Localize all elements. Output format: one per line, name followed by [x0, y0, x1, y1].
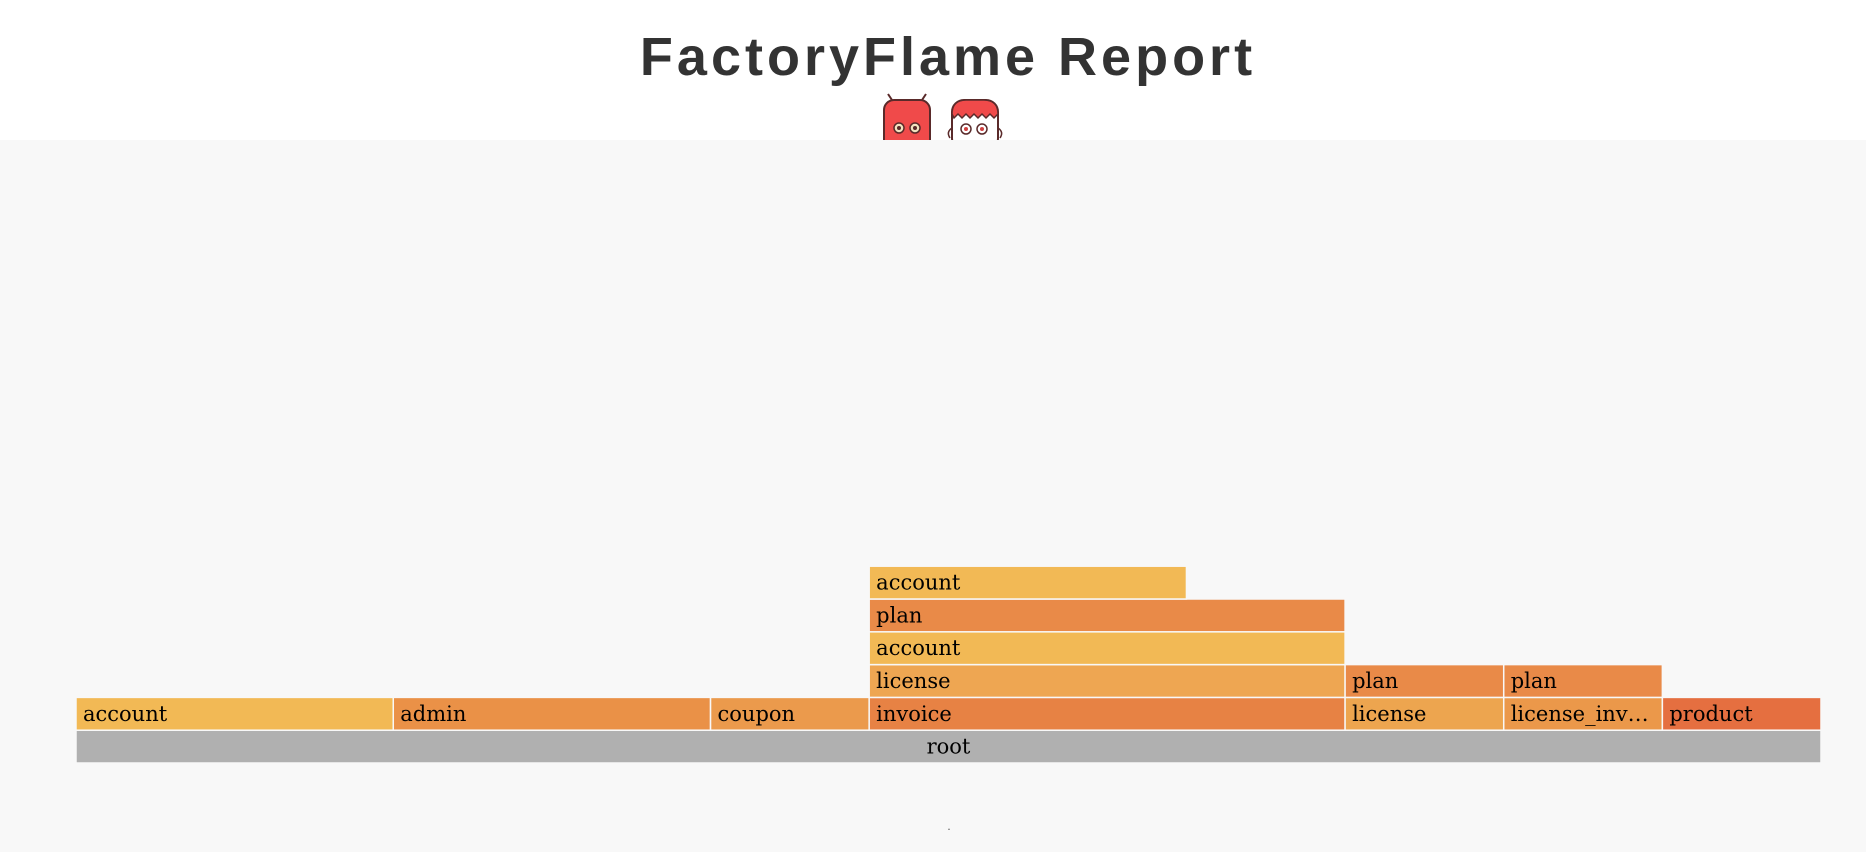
robot-mascot-icon: [883, 93, 931, 140]
frame-license-d1[interactable]: license: [1344, 696, 1505, 731]
frame-product-d1[interactable]: product: [1661, 696, 1822, 731]
frame-label: admin: [400, 702, 466, 726]
frame-bar[interactable]: [75, 696, 395, 731]
frame-license-inv--d1[interactable]: license_inv…: [1502, 696, 1664, 731]
frame-bar[interactable]: [868, 598, 1346, 633]
frame-bar[interactable]: [868, 663, 1346, 699]
frame-label: account: [876, 571, 961, 595]
frame-license-d2[interactable]: license: [868, 663, 1346, 699]
frame-label: root: [927, 735, 971, 759]
frame-bar[interactable]: [1344, 663, 1505, 699]
flame-graph-svg: root account admin coupon invoice license lice…: [75, 565, 1822, 764]
frame-label: license_inv…: [1511, 702, 1649, 726]
mascot-group: [880, 92, 1020, 140]
frame-bar[interactable]: [709, 696, 870, 731]
footer-text: .: [947, 820, 951, 833]
frame-bar[interactable]: [392, 696, 712, 731]
frame-bar[interactable]: [868, 696, 1346, 731]
frame-coupon-d1[interactable]: coupon: [709, 696, 870, 731]
frame-label: invoice: [876, 702, 952, 726]
monster-mascot-icon: [947, 99, 1003, 140]
frame-label: product: [1669, 702, 1753, 726]
frame-root-d0[interactable]: root: [75, 729, 1822, 764]
frame-admin-d1[interactable]: admin: [392, 696, 712, 731]
report-header: FactoryFlame Report: [0, 0, 1866, 140]
frame-plan-d4[interactable]: plan: [868, 598, 1346, 633]
frame-label: coupon: [718, 702, 796, 726]
frame-label: license: [876, 669, 950, 693]
frame-invoice-d1[interactable]: invoice: [868, 696, 1346, 731]
frame-label: plan: [1511, 669, 1557, 693]
frame-bar[interactable]: [75, 729, 1822, 764]
frame-bar[interactable]: [1344, 696, 1505, 731]
frame-plan-d2[interactable]: plan: [1502, 663, 1664, 699]
frame-account-d1[interactable]: account: [75, 696, 395, 731]
frame-label: license: [1352, 702, 1426, 726]
frame-bar[interactable]: [868, 631, 1346, 666]
frame-account-d5[interactable]: account: [868, 565, 1188, 600]
frame-plan-d2[interactable]: plan: [1344, 663, 1505, 699]
frame-bar[interactable]: [1502, 663, 1664, 699]
frame-label: plan: [876, 603, 922, 627]
frame-label: account: [83, 702, 168, 726]
frame-account-d3[interactable]: account: [868, 631, 1346, 666]
frame-bar[interactable]: [868, 565, 1188, 600]
flame-chart: root account admin coupon invoice license lice…: [0, 140, 1866, 852]
page-title: FactoryFlame Report: [639, 27, 1257, 87]
frame-label: account: [876, 636, 961, 660]
frame-bar[interactable]: [1661, 696, 1822, 731]
frame-label: plan: [1352, 669, 1398, 693]
